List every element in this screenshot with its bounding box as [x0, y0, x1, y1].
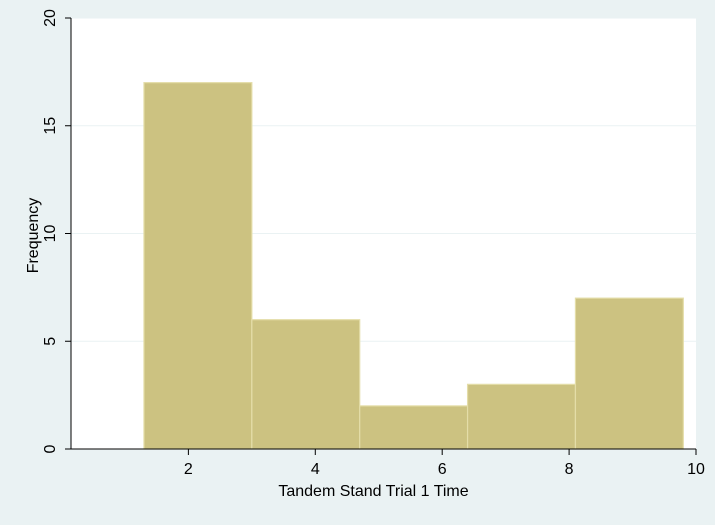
x-tick-label: 6 [438, 461, 447, 478]
y-tick-label: 20 [42, 9, 59, 27]
histogram-bar [574, 297, 684, 450]
y-tick-label: 0 [42, 444, 59, 453]
x-tick-label: 2 [184, 461, 193, 478]
y-tick-label: 10 [42, 225, 59, 243]
bars [143, 82, 684, 450]
y-tick-label: 15 [42, 117, 59, 135]
histogram-bar [143, 82, 253, 450]
x-tick-label: 8 [565, 461, 574, 478]
histogram-bar [466, 383, 577, 450]
y-axis-title: Frequency [25, 198, 42, 274]
ticks: 2 4 6 8 10 0 5 10 15 20 [42, 9, 705, 478]
histogram-bar [251, 319, 361, 450]
y-tick-label: 5 [42, 337, 59, 346]
x-tick-label: 4 [311, 461, 320, 478]
x-tick-label: 10 [687, 461, 705, 478]
histogram-bar [359, 405, 469, 450]
x-axis-title: Tandem Stand Trial 1 Time [278, 483, 468, 500]
